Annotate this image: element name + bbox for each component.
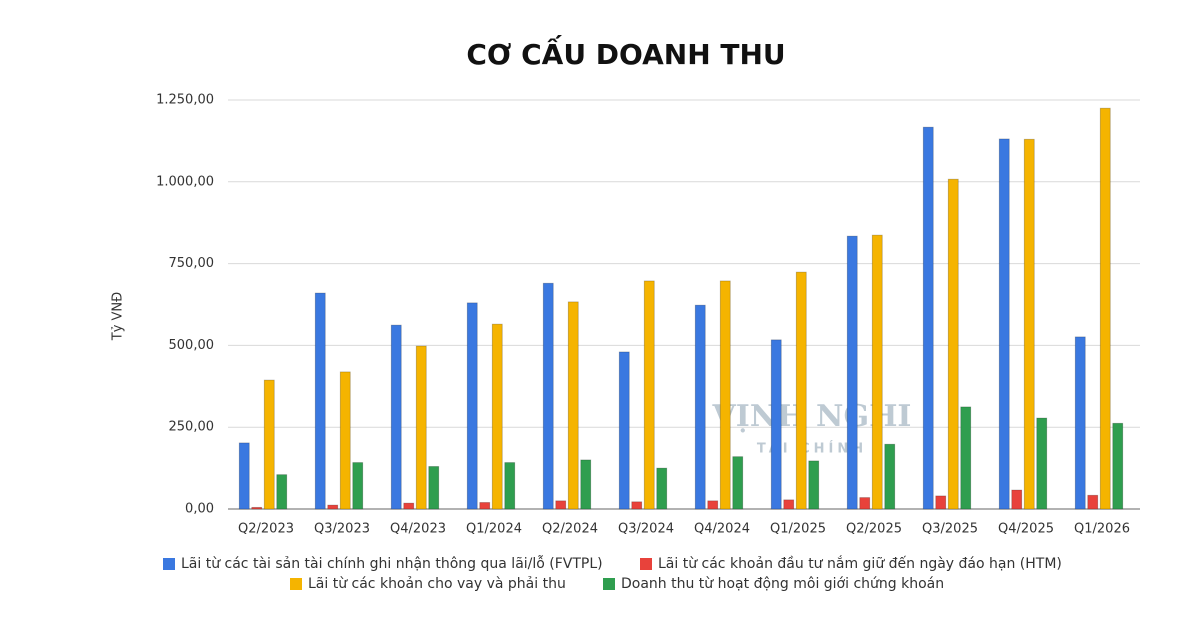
legend-swatch bbox=[290, 578, 302, 590]
y-tick-label: 1.250,00 bbox=[156, 93, 214, 108]
bar bbox=[504, 462, 516, 510]
x-tick-label: Q2/2024 bbox=[542, 522, 598, 537]
bar bbox=[276, 474, 288, 510]
bar bbox=[871, 234, 883, 510]
y-tick-label: 500,00 bbox=[169, 338, 215, 353]
bar bbox=[643, 280, 655, 510]
bar bbox=[390, 324, 402, 510]
bar bbox=[947, 178, 959, 510]
bar bbox=[1011, 489, 1023, 510]
watermark: TÀI CHÍNH bbox=[757, 441, 867, 457]
x-tick-label: Q4/2023 bbox=[390, 522, 446, 537]
bar bbox=[352, 462, 364, 510]
x-tick-label: Q3/2023 bbox=[314, 522, 370, 537]
y-tick-label: 0,00 bbox=[185, 502, 214, 517]
x-tick-label: Q4/2025 bbox=[998, 522, 1054, 537]
bar bbox=[415, 345, 427, 510]
bar bbox=[732, 456, 744, 510]
bar bbox=[631, 501, 643, 510]
x-tick-label: Q4/2024 bbox=[694, 522, 750, 537]
bar bbox=[466, 302, 478, 510]
legend-swatch bbox=[163, 558, 175, 570]
bar bbox=[795, 271, 807, 510]
bar bbox=[707, 500, 719, 510]
bar bbox=[1099, 107, 1111, 510]
chart-title: CƠ CẤU DOANH THU bbox=[466, 33, 785, 71]
bar bbox=[770, 339, 782, 510]
x-tick-label: Q1/2026 bbox=[1074, 522, 1130, 537]
y-tick-label: 1.000,00 bbox=[156, 174, 214, 189]
bar bbox=[960, 406, 972, 510]
bar bbox=[1087, 494, 1099, 510]
bar bbox=[783, 499, 795, 510]
bar bbox=[846, 235, 858, 510]
x-tick-label: Q2/2025 bbox=[846, 522, 902, 537]
bar bbox=[567, 301, 579, 510]
y-tick-label: 250,00 bbox=[169, 420, 215, 435]
bar bbox=[542, 282, 554, 510]
bar bbox=[491, 323, 503, 510]
legend-label: Lãi từ các khoản cho vay và phải thu bbox=[308, 576, 566, 592]
bar bbox=[859, 497, 871, 510]
x-tick-label: Q3/2025 bbox=[922, 522, 978, 537]
legend-swatch bbox=[603, 578, 615, 590]
bar bbox=[555, 500, 567, 510]
bar bbox=[238, 442, 250, 510]
legend-label: Doanh thu từ hoạt động môi giới chứng kh… bbox=[621, 576, 944, 592]
bar bbox=[998, 138, 1010, 510]
x-tick-label: Q3/2024 bbox=[618, 522, 674, 537]
bar bbox=[403, 502, 415, 510]
y-tick-label: 750,00 bbox=[169, 256, 215, 271]
bar bbox=[935, 495, 947, 510]
bar bbox=[808, 460, 820, 510]
y-axis-label: Tỷ VNĐ bbox=[111, 292, 126, 341]
bar bbox=[884, 443, 896, 510]
bar bbox=[618, 351, 630, 510]
legend-swatch bbox=[640, 558, 652, 570]
bar bbox=[1036, 417, 1048, 510]
bar bbox=[339, 371, 351, 510]
bar bbox=[428, 466, 440, 510]
bar bbox=[580, 459, 592, 510]
bar bbox=[1112, 422, 1124, 510]
x-tick-label: Q2/2023 bbox=[238, 522, 294, 537]
legend-label: Lãi từ các khoản đầu tư nắm giữ đến ngày… bbox=[658, 555, 1062, 572]
bar bbox=[327, 504, 339, 510]
x-tick-label: Q1/2024 bbox=[466, 522, 522, 537]
bar bbox=[1023, 138, 1035, 510]
bar bbox=[1074, 336, 1086, 510]
bar bbox=[719, 280, 731, 510]
x-tick-label: Q1/2025 bbox=[770, 522, 826, 537]
bar bbox=[656, 467, 668, 510]
bar bbox=[263, 379, 275, 510]
bar bbox=[922, 126, 934, 510]
bar bbox=[251, 506, 263, 510]
bar bbox=[314, 292, 326, 510]
bar bbox=[694, 304, 706, 510]
legend-label: Lãi từ các tài sản tài chính ghi nhận th… bbox=[181, 555, 603, 572]
bar bbox=[479, 502, 491, 510]
